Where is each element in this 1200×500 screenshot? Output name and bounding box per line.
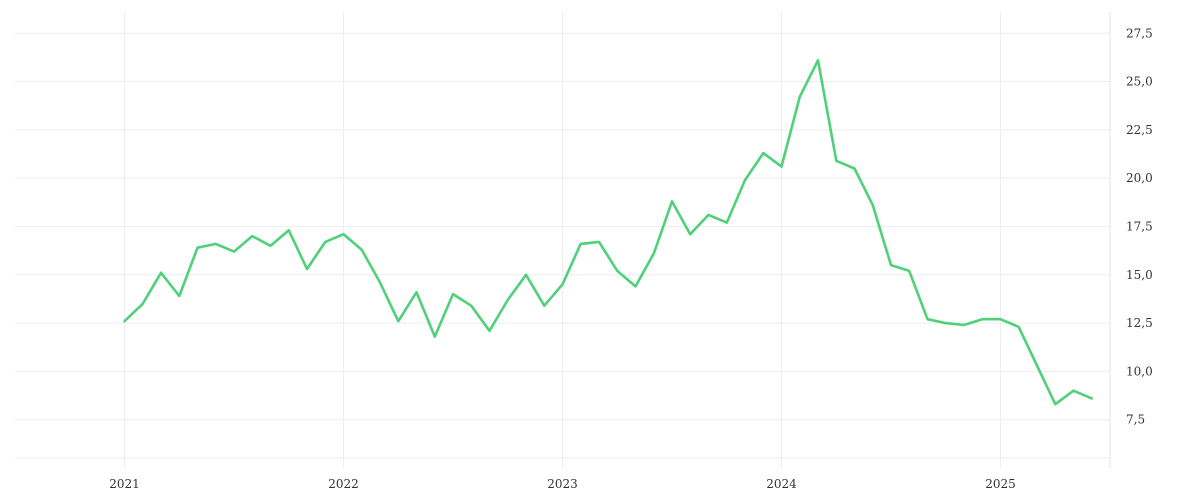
y-axis-tick-labels: 7,5 10,0 12,5 15,0 17,5 20,0 22,5 25,0 27,5 bbox=[1126, 26, 1153, 426]
x-axis-tick-labels: 2021 2022 2023 2024 2025 bbox=[109, 477, 1016, 491]
x-tick-label: 2023 bbox=[547, 477, 578, 491]
y-tick-label: 7,5 bbox=[1126, 413, 1145, 427]
y-tick-label: 15,0 bbox=[1126, 268, 1153, 282]
x-tick-label: 2022 bbox=[328, 477, 359, 491]
y-tick-label: 27,5 bbox=[1126, 26, 1153, 40]
y-tick-label: 17,5 bbox=[1126, 219, 1153, 233]
x-tick-label: 2024 bbox=[766, 477, 797, 491]
y-tick-label: 12,5 bbox=[1126, 316, 1153, 330]
y-tick-label: 10,0 bbox=[1126, 364, 1153, 378]
y-tick-label: 20,0 bbox=[1126, 171, 1153, 185]
x-tick-label: 2021 bbox=[109, 477, 140, 491]
y-tick-label: 22,5 bbox=[1126, 123, 1153, 137]
horizontal-gridlines bbox=[15, 32, 1110, 459]
x-tick-label: 2025 bbox=[985, 477, 1016, 491]
y-tick-label: 25,0 bbox=[1126, 75, 1153, 89]
vertical-gridlines bbox=[124, 12, 1001, 468]
series-line bbox=[123, 59, 1094, 406]
